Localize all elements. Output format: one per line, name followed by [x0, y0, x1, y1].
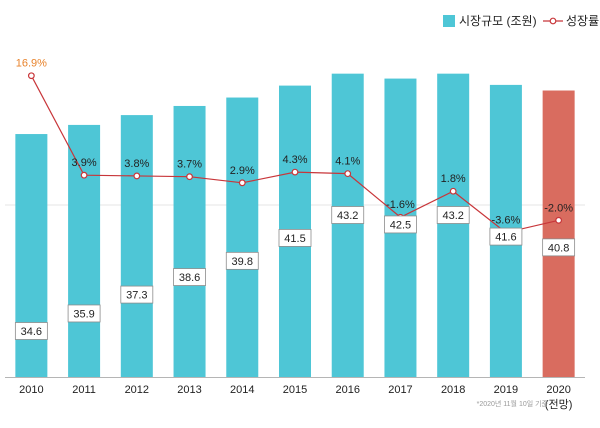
- bar-2010: [15, 134, 48, 377]
- bar-value-box-2017: [384, 215, 417, 234]
- bar-value-label-2018: 43.2: [436, 206, 470, 224]
- growth-value-label-2013: 3.7%: [177, 159, 202, 171]
- bar-value-box-2014: [225, 251, 259, 270]
- growth-value-label-2012: 3.8%: [124, 158, 149, 170]
- x-tick-2016: 2016: [335, 384, 359, 396]
- growth-value-label-2017: -1.6%: [386, 199, 415, 211]
- bar-value-text-2017: 42.5: [390, 219, 411, 231]
- bar-value-box-2020: [542, 238, 576, 257]
- bar-value-text-2011: 35.9: [73, 308, 94, 320]
- x-tick-sublabel-2020: (전망): [545, 398, 573, 411]
- bar-value-text-2018: 43.2: [442, 210, 463, 222]
- bar-2014: [226, 97, 259, 377]
- growth-point-2020: [555, 216, 563, 224]
- bar-value-label-2019: 41.6: [489, 227, 523, 246]
- bar-value-label-2015: 41.5: [278, 229, 312, 247]
- growth-value-label-2018: 1.8%: [441, 173, 466, 185]
- bar-value-text-2010: 34.6: [21, 326, 42, 338]
- growth-point-2010: [27, 72, 35, 80]
- growth-value-label-2014: 2.9%: [230, 165, 255, 177]
- bar-value-label-2012: 37.3: [120, 285, 154, 304]
- growth-value-label-2010: 16.9%: [16, 58, 47, 70]
- bar-value-box-2012: [120, 285, 154, 304]
- growth-point-2018: [449, 187, 457, 195]
- legend-line-marker: [549, 17, 557, 25]
- bar-2012: [120, 115, 153, 378]
- growth-value-label-2019: -3.6%: [492, 215, 521, 227]
- x-tick-2013: 2013: [177, 384, 201, 396]
- growth-point-2012: [133, 172, 141, 180]
- x-tick-2017: 2017: [388, 384, 412, 396]
- bar-value-text-2020: 40.8: [548, 242, 569, 254]
- bar-value-box-2015: [278, 229, 312, 247]
- bar-value-box-2018: [436, 206, 470, 224]
- bar-value-text-2013: 38.6: [179, 272, 200, 284]
- growth-point-2013: [186, 173, 193, 181]
- growth-point-2016: [344, 170, 352, 178]
- bar-value-text-2016: 43.2: [337, 210, 358, 222]
- bar-value-label-2010: 34.6: [14, 322, 48, 340]
- legend-line-label: 성장률: [566, 14, 599, 28]
- x-tick-2015: 2015: [283, 384, 307, 396]
- x-tick-2019: 2019: [494, 384, 518, 396]
- x-tick-2014: 2014: [230, 384, 254, 396]
- bar-value-text-2019: 41.6: [495, 232, 516, 244]
- bar-value-box-2011: [67, 304, 101, 323]
- bar-value-label-2014: 39.8: [225, 251, 259, 270]
- growth-point-2015: [291, 168, 299, 176]
- bar-value-box-2019: [489, 227, 523, 246]
- legend-bar-label: 시장규모 (조원): [459, 14, 537, 28]
- bar-value-box-2016: [331, 206, 365, 224]
- footnote: *2020년 11월 10일 기준: [477, 399, 549, 408]
- bar-value-box-2010: [14, 322, 48, 340]
- bar-value-label-2011: 35.9: [67, 304, 101, 323]
- bar-value-label-2020: 40.8: [542, 238, 576, 257]
- bar-value-text-2012: 37.3: [126, 290, 147, 302]
- growth-value-label-2011: 3.9%: [72, 157, 97, 169]
- x-tick-2020: 2020: [546, 384, 570, 396]
- growth-point-2011: [80, 171, 88, 179]
- bar-value-label-2017: 42.5: [384, 215, 417, 234]
- bar-2020: [542, 90, 575, 377]
- bar-value-label-2016: 43.2: [331, 206, 365, 224]
- bar-2018: [437, 73, 470, 378]
- bar-value-text-2015: 41.5: [284, 233, 305, 245]
- x-tick-2010: 2010: [19, 384, 43, 396]
- bar-2013: [173, 105, 206, 377]
- bar-value-box-2013: [173, 268, 206, 286]
- bar-value-text-2014: 39.8: [232, 256, 253, 268]
- growth-value-label-2020: -2.0%: [544, 202, 573, 214]
- x-tick-2012: 2012: [125, 384, 149, 396]
- bar-2016: [331, 73, 364, 378]
- growth-point-2014: [238, 179, 246, 187]
- legend-bar-swatch: [443, 15, 455, 27]
- growth-value-label-2016: 4.1%: [335, 156, 360, 168]
- bar-value-label-2013: 38.6: [173, 268, 206, 286]
- growth-value-label-2015: 4.3%: [282, 154, 307, 166]
- bar-2011: [68, 124, 101, 378]
- x-tick-2018: 2018: [441, 384, 465, 396]
- x-tick-2011: 2011: [72, 384, 96, 396]
